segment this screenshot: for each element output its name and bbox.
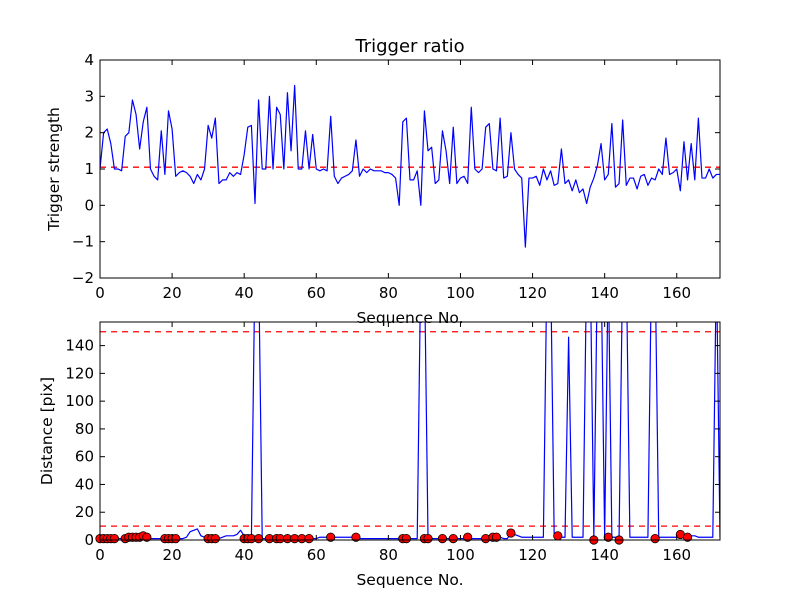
y-tick-label: 120 (65, 364, 94, 382)
distance-plot-area: 0 20 40 60 80 100 120 140 160 0 20 40 60 80 100 120 140 (65, 321, 721, 564)
x-tick-label: 120 (518, 284, 547, 302)
x-tick-label: 80 (379, 546, 398, 564)
y-tick-label: 80 (75, 420, 94, 438)
data-point (171, 534, 181, 544)
y-axis-label: Distance [pix] (38, 377, 56, 485)
chart-title: Trigger ratio (354, 36, 464, 57)
data-point (463, 532, 473, 542)
data-point (109, 534, 120, 544)
data-point (682, 532, 693, 542)
data-point (254, 534, 264, 544)
y-tick-label: 2 (84, 124, 94, 142)
data-point (142, 532, 152, 542)
x-axis-label: Sequence No. (356, 309, 463, 327)
x-axis-label: Sequence No. (356, 571, 463, 589)
x-tick-label: 160 (662, 284, 691, 302)
y-tick-label: 40 (75, 475, 94, 493)
y-tick-label: 100 (65, 392, 94, 410)
series-line-0 (100, 84, 720, 248)
x-tick-label: 20 (163, 546, 182, 564)
x-tick-label: 140 (590, 284, 619, 302)
data-point (210, 534, 220, 544)
x-tick-label: 0 (95, 546, 105, 564)
data-point (603, 532, 613, 542)
data-point (491, 532, 502, 542)
x-tick-label: 40 (235, 284, 254, 302)
data-point (553, 531, 563, 541)
data-point (304, 534, 314, 544)
trigger-ratio-panel: Trigger ratio 0 20 40 60 80 100 120 140 160−2−10… (45, 36, 721, 327)
y-tick-label: −2 (72, 269, 94, 287)
y-tick-label: 140 (65, 337, 94, 355)
data-point (448, 534, 458, 544)
x-tick-label: 140 (590, 546, 619, 564)
x-tick-label: 100 (446, 546, 475, 564)
y-tick-label: 3 (84, 87, 94, 105)
x-tick-label: 60 (307, 546, 326, 564)
distance-panel: 0 20 40 60 80 100 120 140 160020406080100120140 … (38, 321, 721, 589)
x-tick-label: 120 (518, 546, 547, 564)
data-point (351, 532, 361, 542)
y-tick-label: 20 (75, 503, 94, 521)
data-point (437, 534, 448, 544)
data-point (401, 534, 411, 544)
data-point (326, 532, 336, 542)
y-tick-label: 1 (84, 160, 94, 178)
trigger-plot-area: 0 20 40 60 80 100 120 140 160 −2 −1 0 1 2 3 4 (72, 51, 721, 302)
plot-clip-group (100, 84, 720, 248)
y-tick-label: 4 (84, 51, 94, 69)
x-tick-label: 0 (95, 284, 105, 302)
y-tick-label: −1 (72, 233, 94, 251)
y-tick-label: 0 (84, 531, 94, 549)
data-point (506, 528, 516, 538)
x-tick-label: 20 (163, 284, 182, 302)
axes-frame (99, 321, 721, 541)
x-tick-label: 160 (662, 546, 691, 564)
x-tick-label: 100 (446, 284, 475, 302)
x-tick-label: 60 (307, 284, 326, 302)
data-point (423, 534, 433, 544)
y-tick-label: 0 (84, 196, 94, 214)
x-tick-label: 80 (379, 284, 398, 302)
y-axis-label: Trigger strength (45, 107, 63, 232)
x-tick-label: 40 (235, 546, 254, 564)
data-point (650, 534, 660, 544)
y-tick-label: 60 (75, 448, 94, 466)
